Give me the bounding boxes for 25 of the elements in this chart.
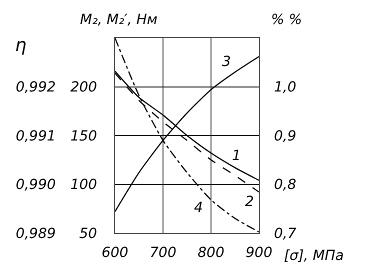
x-tick-label: 800 bbox=[198, 244, 224, 261]
y3-tick-label: 0,7 bbox=[274, 226, 296, 242]
y2-tick-label: 0,989 bbox=[16, 226, 56, 242]
x-axis-title: [σ], МПа bbox=[284, 248, 344, 264]
y2-tick-label: 0,991 bbox=[16, 128, 56, 144]
y3-axis-title: % % bbox=[271, 12, 302, 28]
y-tick-label: 100 bbox=[70, 177, 98, 194]
y-tick-label: 200 bbox=[70, 80, 98, 96]
y3-tick-label: 0,9 bbox=[274, 128, 296, 144]
series-label: 3 bbox=[222, 54, 231, 70]
y2-axis-title: η bbox=[15, 35, 26, 56]
y3-tick-label: 0,8 bbox=[274, 177, 296, 194]
y-tick-label: 150 bbox=[70, 128, 98, 144]
y2-tick-label: 0,992 bbox=[16, 80, 56, 96]
x-tick-label: 700 bbox=[150, 244, 176, 261]
x-tick-label: 900 bbox=[246, 244, 272, 261]
y2-tick-label: 0,990 bbox=[16, 177, 56, 194]
series-label: 2 bbox=[245, 194, 254, 210]
y-tick-label: 50 bbox=[79, 226, 98, 242]
x-tick-label: 600 bbox=[102, 244, 128, 261]
y-axis-title: M₂, M₂′, Нм bbox=[80, 12, 158, 28]
y3-tick-label: 1,0 bbox=[274, 80, 296, 96]
series-label: 4 bbox=[194, 200, 203, 216]
line-series bbox=[114, 38, 259, 233]
series-label: 1 bbox=[232, 148, 241, 164]
